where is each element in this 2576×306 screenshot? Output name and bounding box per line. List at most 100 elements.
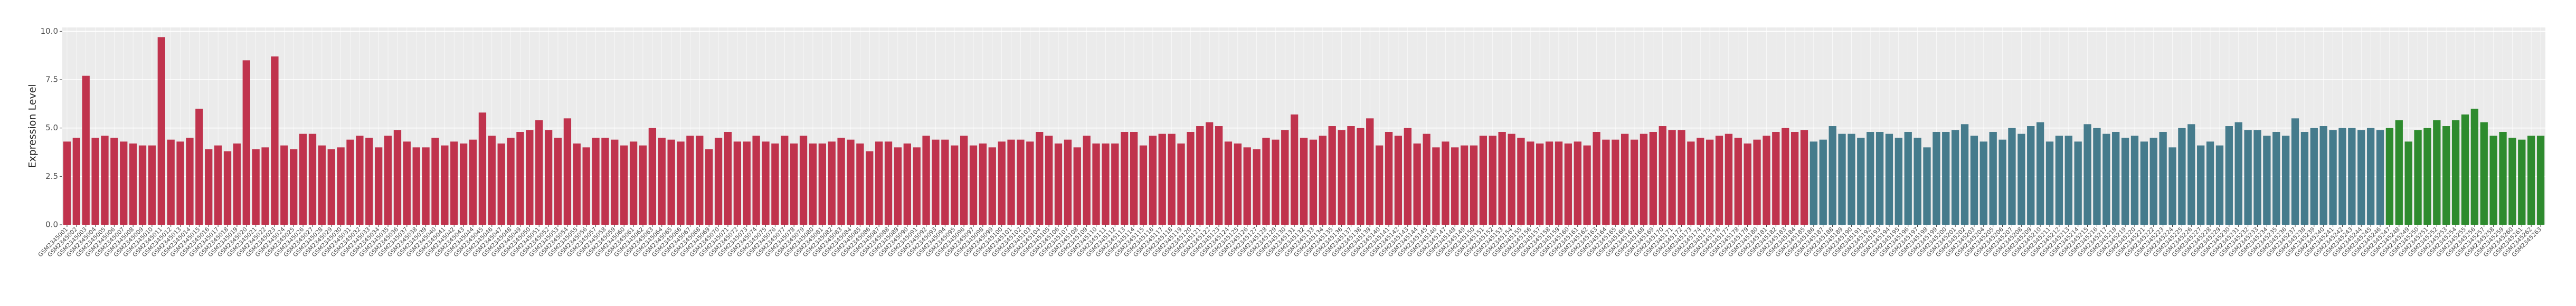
bar [1508,133,1516,225]
bar [771,144,779,225]
bar [818,144,826,225]
bar [686,136,694,225]
bar [2319,126,2327,225]
bar [563,118,572,225]
bar [1697,138,1704,225]
bar [1187,132,1195,225]
bar [290,149,298,225]
y-axis-title: Expression Level [27,84,39,168]
bar [110,138,118,225]
bar [1026,141,1034,225]
bar [1262,138,1270,225]
bar [2470,109,2479,225]
bar [658,138,666,225]
bar [1970,136,1978,225]
bar [2130,136,2139,225]
bar [1102,144,1110,225]
bar [516,132,524,225]
bar [2281,136,2290,225]
bar [1517,138,1525,225]
bar [743,141,751,225]
bar [72,138,80,225]
bar [1045,136,1053,225]
bar [1328,126,1336,225]
bar [2244,130,2252,225]
bar [884,141,893,225]
bar [1017,139,1025,225]
bar [1961,124,1969,225]
bar [1829,126,1836,225]
bar [809,144,817,225]
bar [875,141,883,225]
bar [1951,130,1959,225]
bar [1149,136,1157,225]
bar [2291,118,2299,225]
bar [1205,122,1214,225]
bar [667,139,675,225]
bar [1630,139,1639,225]
bar [101,136,109,225]
bar [582,147,590,225]
bar [1706,139,1714,225]
y-tick-label: 2.5 [45,171,58,181]
bar [620,145,628,225]
bar [733,141,741,225]
bar [1555,141,1563,225]
bar [592,138,600,225]
bar [1139,145,1148,225]
bar [2121,138,2129,225]
bar [91,138,99,225]
bar [1121,132,1129,225]
bar [1640,133,1648,225]
bar [1054,144,1063,225]
bar [629,141,638,225]
y-tick-label: 10.0 [41,26,58,36]
bar [1649,132,1657,225]
bar [1923,147,1931,225]
bar [969,145,978,225]
bar [1744,144,1751,225]
bar [2395,120,2403,225]
bar [705,149,713,225]
bar [1064,139,1072,225]
bar [1999,139,2006,225]
bar [2018,133,2025,225]
bar [412,147,420,225]
bar [2527,136,2535,225]
bar [2442,126,2450,225]
bar [639,145,647,225]
bar [913,147,921,225]
bar [205,149,213,225]
bar [1234,144,1242,225]
bar [2064,136,2072,225]
bar [1621,133,1629,225]
bar [1385,132,1393,225]
bar [998,141,1006,225]
bar [299,133,307,225]
bar [526,130,534,225]
bar [951,145,959,225]
bar [781,136,789,225]
bar [2103,133,2110,225]
bar [696,136,704,225]
bar [1083,136,1091,225]
bar [1111,144,1119,225]
bar [1168,133,1176,225]
bar [1281,130,1289,225]
bar [195,109,203,225]
bar [2263,136,2271,225]
bar [847,139,855,225]
bar [120,141,128,225]
bar [252,149,260,225]
bar [960,136,968,225]
bar [894,147,902,225]
bar [1734,138,1742,225]
bar [752,136,760,225]
bar [337,147,345,225]
bar [1309,139,1318,225]
bar [1253,149,1261,225]
bar [2036,122,2044,225]
bar [308,133,317,225]
bar [261,147,269,225]
bar [1687,141,1695,225]
